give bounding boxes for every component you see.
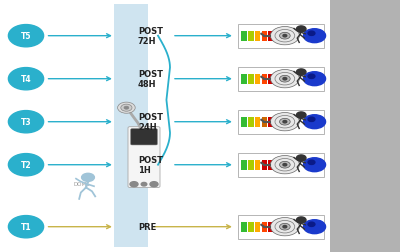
Circle shape	[150, 182, 158, 187]
FancyBboxPatch shape	[238, 153, 324, 177]
Bar	[248, 222, 254, 232]
Circle shape	[304, 158, 326, 172]
Circle shape	[283, 226, 287, 228]
Circle shape	[8, 25, 44, 48]
FancyBboxPatch shape	[238, 68, 324, 91]
Text: T4: T4	[21, 75, 31, 84]
Text: T2: T2	[21, 161, 31, 170]
Circle shape	[308, 75, 315, 79]
Circle shape	[283, 35, 287, 38]
Text: T3: T3	[21, 118, 31, 127]
Bar	[114, 5, 148, 247]
Bar	[241, 222, 247, 232]
Circle shape	[270, 218, 299, 236]
Bar	[262, 222, 267, 232]
Bar	[262, 117, 267, 127]
Bar	[268, 160, 274, 170]
Text: POST
72H: POST 72H	[138, 27, 163, 46]
Circle shape	[296, 155, 306, 161]
Circle shape	[296, 27, 306, 33]
Text: POST
1H: POST 1H	[138, 155, 163, 175]
Bar	[248, 74, 254, 84]
Bar	[268, 74, 274, 84]
Bar	[248, 32, 254, 42]
Bar	[255, 160, 260, 170]
Circle shape	[296, 112, 306, 118]
Circle shape	[270, 27, 299, 46]
Circle shape	[275, 159, 295, 171]
Bar	[255, 32, 260, 42]
Text: PRE: PRE	[138, 222, 156, 231]
Circle shape	[308, 118, 315, 122]
Circle shape	[304, 29, 326, 44]
Bar	[255, 222, 260, 232]
Circle shape	[8, 154, 44, 176]
Circle shape	[275, 220, 295, 233]
Circle shape	[280, 224, 290, 230]
Circle shape	[296, 70, 306, 76]
Bar	[241, 74, 247, 84]
Bar	[248, 160, 254, 170]
Circle shape	[296, 217, 306, 223]
Circle shape	[124, 107, 129, 110]
FancyBboxPatch shape	[238, 110, 324, 134]
Circle shape	[304, 72, 326, 86]
Circle shape	[308, 32, 315, 36]
Circle shape	[280, 33, 290, 40]
Circle shape	[308, 161, 315, 165]
Circle shape	[118, 103, 135, 114]
Circle shape	[304, 220, 326, 234]
Text: T5: T5	[21, 32, 31, 41]
Bar	[268, 117, 274, 127]
Bar	[241, 32, 247, 42]
Circle shape	[141, 183, 147, 186]
Circle shape	[280, 119, 290, 125]
Bar	[262, 32, 267, 42]
Text: POST
24H: POST 24H	[138, 113, 163, 132]
Circle shape	[283, 164, 287, 166]
Circle shape	[275, 116, 295, 129]
Circle shape	[275, 73, 295, 86]
Circle shape	[283, 78, 287, 81]
Bar	[268, 32, 274, 42]
Circle shape	[270, 113, 299, 131]
Bar	[248, 117, 254, 127]
Circle shape	[82, 174, 94, 182]
FancyBboxPatch shape	[238, 25, 324, 48]
Bar	[330, 0, 400, 252]
Bar	[241, 160, 247, 170]
Text: T1: T1	[21, 222, 31, 231]
Circle shape	[280, 162, 290, 168]
Circle shape	[121, 105, 132, 112]
Bar	[262, 160, 267, 170]
Bar	[241, 117, 247, 127]
Bar	[255, 74, 260, 84]
FancyBboxPatch shape	[128, 127, 160, 188]
Circle shape	[304, 115, 326, 129]
Circle shape	[8, 216, 44, 238]
Circle shape	[270, 156, 299, 174]
Bar	[262, 74, 267, 84]
Circle shape	[275, 30, 295, 43]
FancyBboxPatch shape	[238, 215, 324, 239]
Circle shape	[283, 121, 287, 123]
Bar	[268, 222, 274, 232]
Text: POST
48H: POST 48H	[138, 70, 163, 89]
Bar	[255, 117, 260, 127]
FancyBboxPatch shape	[131, 129, 157, 145]
Circle shape	[270, 70, 299, 88]
Text: DOMS: DOMS	[74, 181, 90, 186]
Circle shape	[8, 111, 44, 133]
Circle shape	[8, 68, 44, 90]
Circle shape	[308, 222, 315, 227]
Circle shape	[280, 76, 290, 83]
Circle shape	[130, 182, 138, 187]
